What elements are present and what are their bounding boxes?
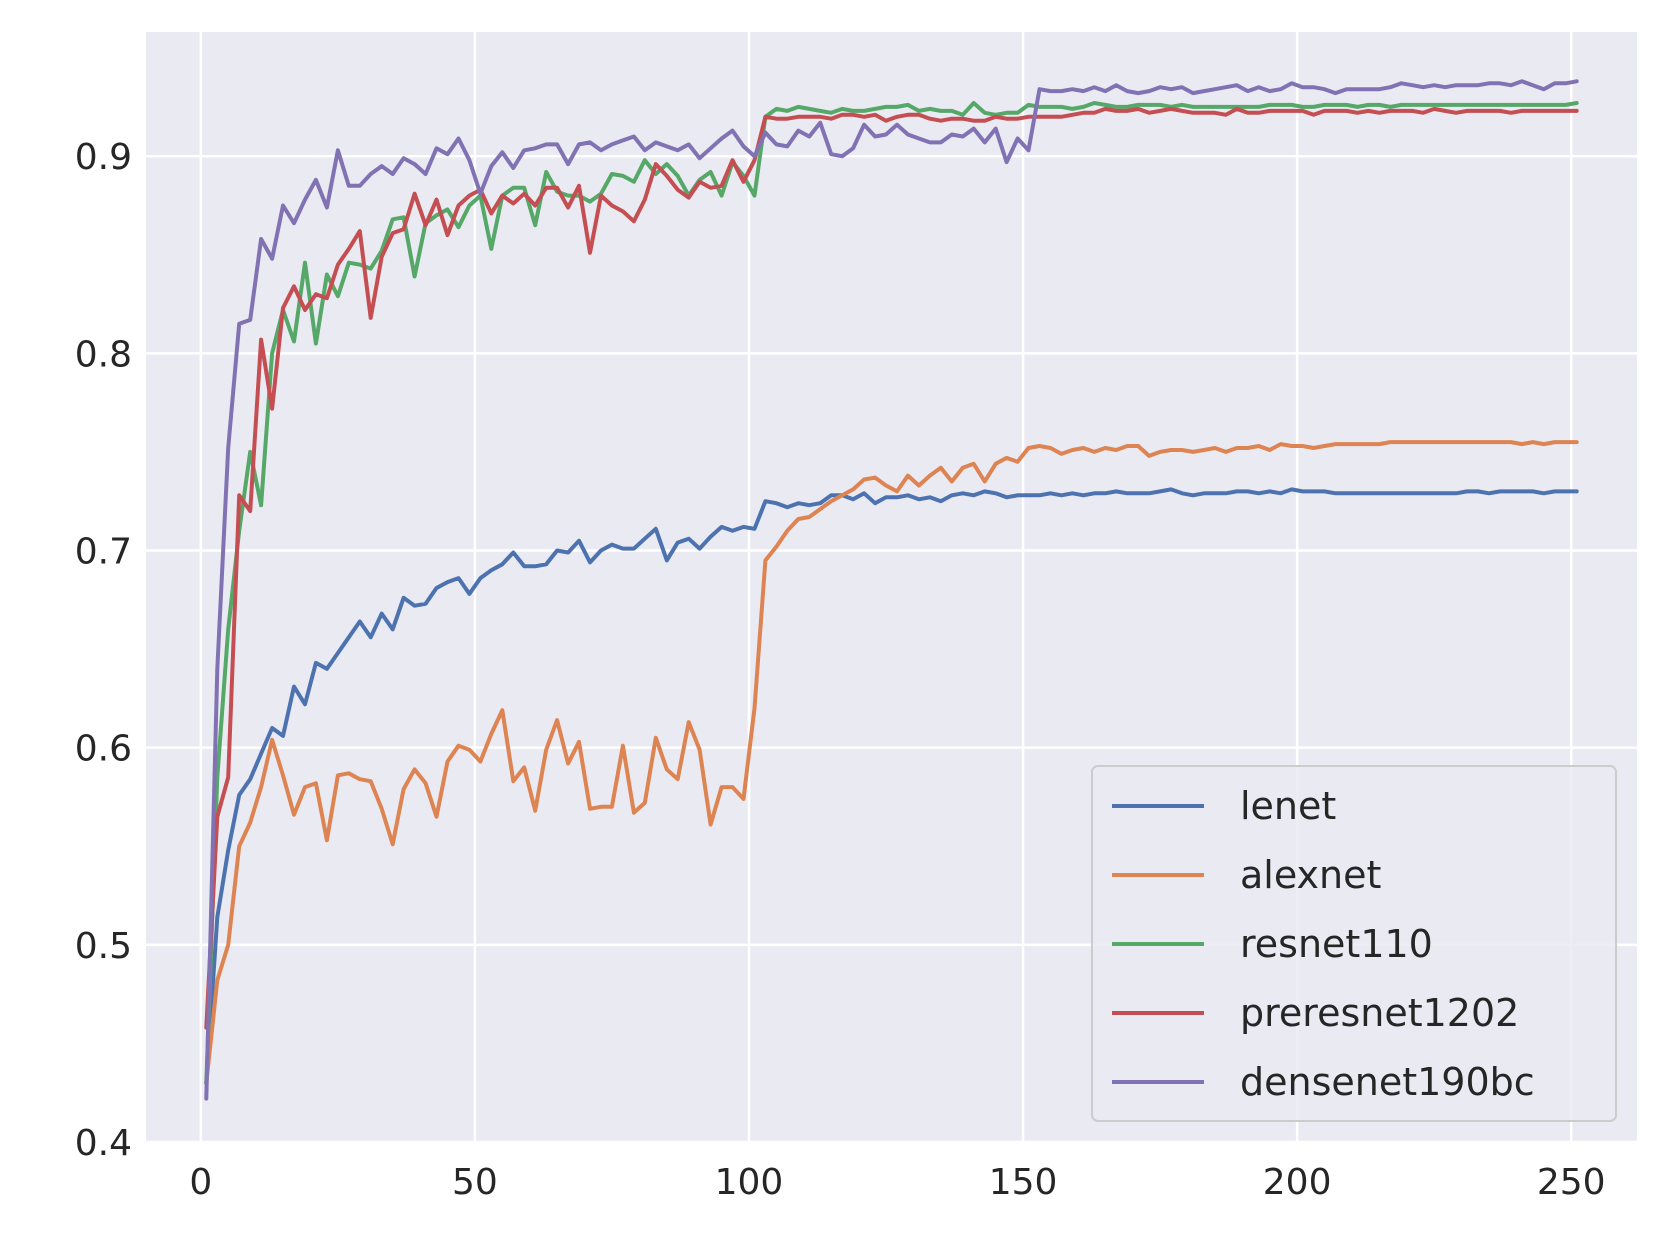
x-tick-label: 0 [189, 1162, 212, 1203]
legend: lenet alexnet resnet110 preresnet1202 densen… [1091, 765, 1617, 1122]
legend-label: alexnet [1240, 853, 1381, 897]
x-tick-label: 50 [452, 1162, 498, 1203]
y-tick-label: 0.6 [75, 729, 132, 770]
y-axis-ticks: 0.4 0.5 0.6 0.7 0.8 0.9 [75, 137, 132, 1164]
x-tick-label: 150 [989, 1162, 1058, 1203]
series-lines [204, 79, 1579, 1101]
series-line-resnet110 [204, 101, 1579, 1085]
x-tick-label: 200 [1263, 1162, 1332, 1203]
legend-label: preresnet1202 [1240, 991, 1519, 1035]
y-tick-label: 0.8 [75, 334, 132, 375]
legend-box [1091, 765, 1617, 1122]
series-line-alexnet [204, 440, 1579, 1085]
x-tick-label: 250 [1537, 1162, 1606, 1203]
x-tick-label: 100 [715, 1162, 784, 1203]
series-line-preresnet1202 [204, 106, 1579, 1030]
y-tick-label: 0.9 [75, 137, 132, 178]
x-axis-ticks: 0 50 100 150 200 250 [189, 1162, 1605, 1203]
series-line-lenet [204, 487, 1579, 1085]
legend-label: lenet [1240, 784, 1336, 828]
y-tick-label: 0.7 [75, 532, 132, 573]
legend-label: resnet110 [1240, 922, 1433, 966]
series-line-densenet190bc [204, 79, 1579, 1101]
y-tick-label: 0.4 [75, 1123, 132, 1164]
y-tick-label: 0.5 [75, 926, 132, 967]
legend-label: densenet190bc [1240, 1060, 1535, 1104]
